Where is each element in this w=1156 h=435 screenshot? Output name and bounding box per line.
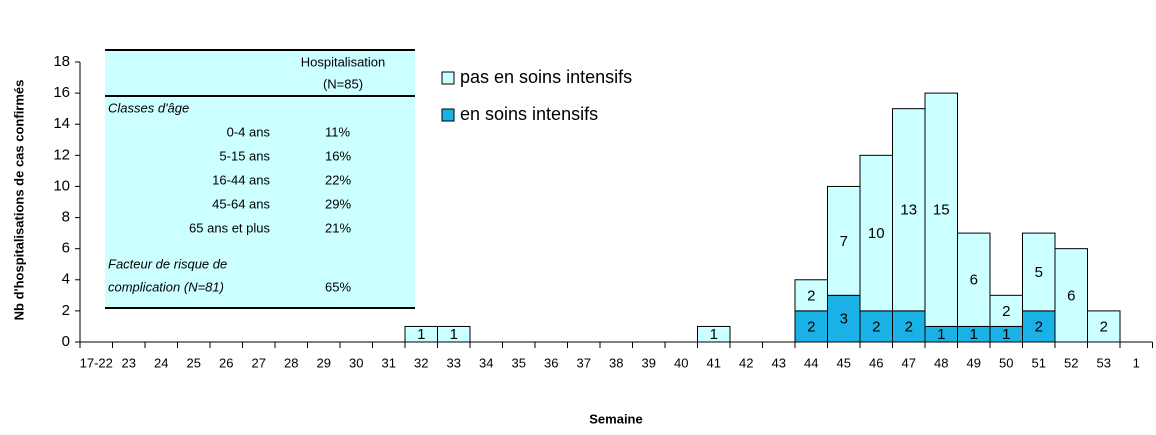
table-cell: 65%: [325, 279, 351, 294]
bar-segment: [924, 92, 958, 327]
data-label: 1: [710, 326, 718, 343]
x-tick-label: 33: [447, 355, 461, 370]
table-section: complication (N=81): [108, 279, 224, 294]
x-tick-label: 51: [1032, 355, 1046, 370]
y-tick-label: 2: [62, 302, 70, 319]
x-tick-label: 48: [934, 355, 948, 370]
bar-segment: [1022, 310, 1056, 343]
y-tick-label: 8: [62, 209, 70, 226]
x-tick-label: 49: [967, 355, 981, 370]
table-cell: 16%: [325, 148, 351, 163]
data-label: 3: [840, 311, 848, 328]
bar-segment: [892, 108, 926, 312]
x-tick-label: 23: [122, 355, 136, 370]
y-tick-label: 18: [53, 53, 70, 70]
x-tick-label: 38: [609, 355, 623, 370]
table-cell: 11%: [325, 124, 350, 139]
x-tick-label: 1: [1133, 355, 1140, 370]
bar-segment: [1054, 248, 1088, 343]
table-section: Facteur de risque de: [108, 256, 227, 271]
legend-swatch: [441, 108, 455, 122]
legend-swatch: [441, 71, 455, 85]
x-tick-label: 31: [382, 355, 396, 370]
y-tick-label: 12: [53, 146, 70, 163]
data-label: 10: [868, 225, 885, 242]
x-tick-label: 53: [1097, 355, 1111, 370]
x-tick-label: 50: [999, 355, 1013, 370]
data-label: 6: [970, 272, 978, 289]
bar-segment: [859, 154, 893, 312]
table-section: Classes d'âge: [108, 100, 189, 115]
x-tick-label: 45: [837, 355, 851, 370]
bar-segment: [957, 232, 991, 327]
x-tick-label: 30: [349, 355, 363, 370]
x-tick-label: 42: [739, 355, 753, 370]
x-tick-label: 25: [187, 355, 201, 370]
y-tick-label: 16: [53, 84, 70, 101]
bar-segment: [1087, 310, 1121, 343]
data-label: 2: [1002, 303, 1010, 320]
data-label: 7: [840, 233, 848, 250]
y-tick-label: 4: [62, 271, 70, 288]
table-cell: 29%: [325, 196, 351, 211]
data-label: 1: [417, 326, 425, 343]
y-tick-label: 0: [62, 333, 70, 350]
x-tick-label: 28: [284, 355, 298, 370]
x-tick-label: 46: [869, 355, 883, 370]
table-cell: 21%: [325, 220, 351, 235]
x-tick-label: 37: [577, 355, 591, 370]
table-cell: 45-64 ans: [212, 196, 270, 211]
data-label: 13: [900, 202, 917, 219]
bar-segment: [989, 294, 1023, 327]
legend-label: en soins intensifs: [460, 104, 598, 124]
x-axis-title: Semaine: [589, 411, 642, 426]
data-label: 2: [872, 318, 880, 335]
x-tick-label: 41: [707, 355, 721, 370]
y-axis-title: Nb d'hospitalisations de cas confirmés: [11, 80, 26, 321]
table-cell: 0-4 ans: [227, 124, 271, 139]
table-cell: 16-44 ans: [212, 172, 270, 187]
x-tick-label: 52: [1064, 355, 1078, 370]
data-label: 1: [450, 326, 458, 343]
x-tick-label: 36: [544, 355, 558, 370]
data-label: 2: [1100, 318, 1108, 335]
x-tick-label: 47: [902, 355, 916, 370]
y-tick-label: 14: [53, 115, 70, 132]
bar-segment: [1022, 232, 1056, 312]
table-header: (N=85): [323, 76, 363, 91]
x-tick-label: 39: [642, 355, 656, 370]
bar-segment: [794, 279, 828, 312]
legend-label: pas en soins intensifs: [460, 67, 632, 87]
x-tick-label: 24: [154, 355, 168, 370]
y-tick-label: 10: [53, 177, 70, 194]
x-tick-label: 17-22: [80, 355, 113, 370]
data-label: 2: [807, 318, 815, 335]
x-tick-label: 34: [479, 355, 493, 370]
x-tick-label: 44: [804, 355, 818, 370]
data-label: 6: [1067, 287, 1075, 304]
bar-segment: [827, 294, 861, 343]
table-cell: 5-15 ans: [219, 148, 270, 163]
table-header: Hospitalisation: [301, 54, 386, 69]
x-tick-label: 26: [219, 355, 233, 370]
x-tick-label: 32: [414, 355, 428, 370]
x-tick-label: 43: [772, 355, 786, 370]
data-label: 2: [1035, 318, 1043, 335]
table-cell: 22%: [325, 172, 351, 187]
x-tick-label: 35: [512, 355, 526, 370]
x-tick-label: 40: [674, 355, 688, 370]
table-bg: [105, 50, 415, 308]
x-tick-label: 29: [317, 355, 331, 370]
x-tick-label: 27: [252, 355, 266, 370]
table-cell: 65 ans et plus: [189, 220, 270, 235]
data-label: 1: [970, 326, 978, 343]
data-label: 5: [1035, 264, 1043, 281]
data-label: 2: [807, 287, 815, 304]
data-label: 1: [1002, 326, 1010, 343]
y-tick-label: 6: [62, 240, 70, 257]
data-label: 2: [905, 318, 913, 335]
data-label: 15: [933, 202, 950, 219]
data-label: 1: [937, 326, 945, 343]
